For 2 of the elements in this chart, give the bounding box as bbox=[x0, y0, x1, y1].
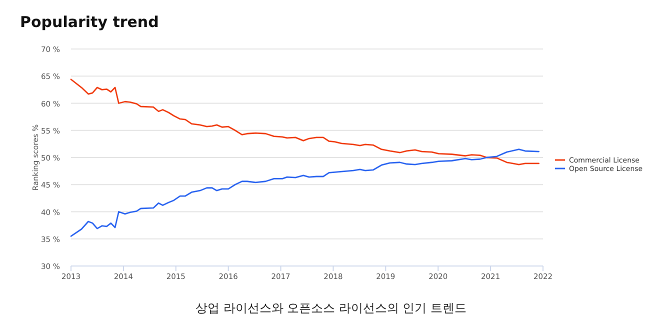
chart-title: Popularity trend bbox=[20, 13, 159, 31]
text: 상업 라이선스와 오픈소스 라이선스의 인기 트렌드 bbox=[195, 301, 467, 315]
